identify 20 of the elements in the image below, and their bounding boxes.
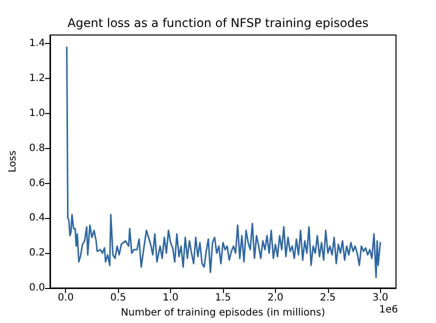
x-tick-label: 1.5 <box>215 292 231 304</box>
text: 1e6 <box>379 304 398 316</box>
x-tick-label: 2.0 <box>267 292 284 304</box>
y-axis-title: Loss <box>8 150 19 172</box>
y-tick-label: 1.0 <box>29 108 45 120</box>
y-tick-label: 0.2 <box>29 248 45 259</box>
x-tick-label: 1.0 <box>162 292 179 304</box>
y-tick-label: 1.2 <box>29 73 45 84</box>
x-tick-label: 2.5 <box>320 292 336 304</box>
y-tick-label: 0.0 <box>29 282 45 294</box>
chart-title: Agent loss as a function of NFSP training episodes <box>68 16 368 30</box>
x-axis-title: Number of training episodes (in millions) <box>120 307 326 318</box>
y-tick-label: 0.6 <box>29 178 45 189</box>
line-series <box>66 46 382 278</box>
y-tick-label: 1.4 <box>29 38 45 50</box>
y-tick-label: 0.8 <box>29 142 45 154</box>
x-tick-label: 0.5 <box>110 292 126 304</box>
x-tick-label: 3.0 <box>372 292 388 304</box>
x-tick-label: 0.0 <box>58 292 74 304</box>
y-tick-label: 0.4 <box>29 212 45 224</box>
